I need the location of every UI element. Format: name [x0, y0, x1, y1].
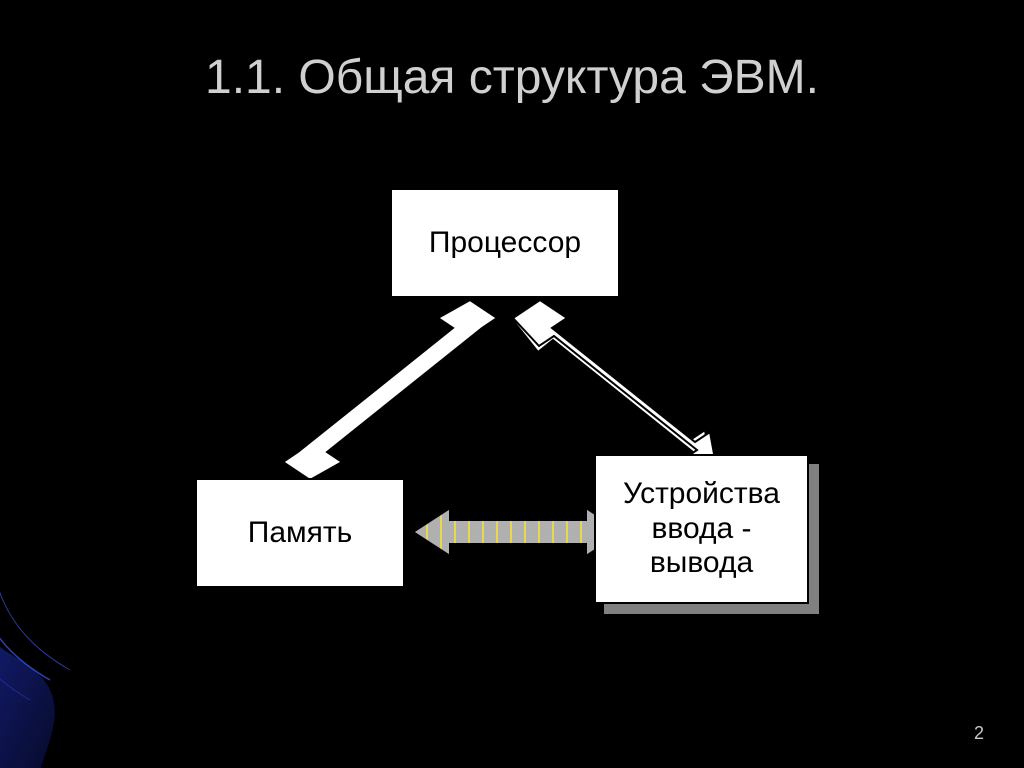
- diagram-arrows: [0, 0, 1024, 768]
- slide-title: 1.1. Общая структура ЭВМ.: [0, 50, 1024, 105]
- arrow-memory-io: [413, 508, 623, 556]
- decoration-wave: [0, 360, 140, 768]
- node-io-label: Устройства ввода - вывода: [623, 477, 780, 581]
- slide: 1.1. Общая структура ЭВМ.: [0, 0, 1024, 768]
- node-processor-label: Процессор: [429, 226, 581, 261]
- node-memory: Память: [195, 478, 405, 588]
- arrow-processor-memory: [283, 300, 497, 480]
- node-processor: Процессор: [390, 188, 620, 298]
- page-number: 2: [974, 723, 984, 744]
- node-io: Устройства ввода - вывода: [594, 454, 809, 604]
- node-memory-label: Память: [248, 516, 353, 551]
- arrow-processor-io: [511, 300, 710, 462]
